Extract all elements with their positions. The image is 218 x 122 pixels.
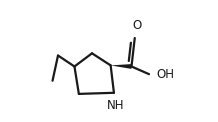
Text: O: O: [132, 19, 141, 32]
Polygon shape: [111, 64, 132, 69]
Text: OH: OH: [157, 68, 175, 81]
Text: NH: NH: [107, 99, 124, 112]
